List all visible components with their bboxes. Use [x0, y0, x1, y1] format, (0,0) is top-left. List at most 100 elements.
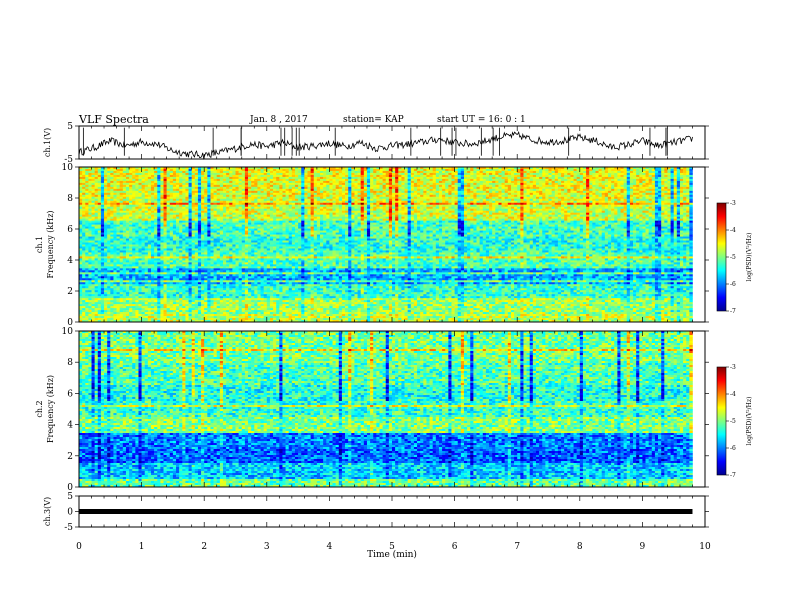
spectrogram-cell — [407, 194, 412, 198]
spectrogram-cell — [382, 178, 387, 182]
spectrogram-cell — [97, 208, 102, 212]
spectrogram-cell — [154, 176, 158, 180]
spectrogram-cell — [320, 194, 324, 198]
spectrogram-cell — [401, 196, 405, 200]
spectrogram-cell — [382, 188, 387, 192]
spectrogram-cell — [683, 200, 687, 204]
spectrogram-cell — [673, 198, 678, 202]
spectrogram-cell — [222, 186, 227, 190]
spectrogram-cell — [423, 194, 427, 198]
spectrogram-cell — [504, 180, 509, 184]
spectrogram-cell — [467, 172, 471, 176]
spectrogram-cell — [601, 202, 606, 206]
spectrogram-cell — [329, 188, 333, 192]
spectrogram-cell — [113, 176, 117, 180]
spectrogram-cell — [204, 186, 208, 190]
spectrogram-cell — [573, 167, 577, 170]
spectrogram-cell — [557, 206, 562, 210]
spectrogram-cell — [326, 186, 330, 190]
spectrogram-cell — [467, 167, 471, 170]
spectrogram-cell — [520, 208, 524, 212]
spectrogram-cell — [592, 176, 596, 180]
spectrogram-cell — [110, 188, 114, 192]
spectrogram-cell — [520, 212, 524, 215]
spectrogram-cell — [448, 180, 452, 184]
spectrogram-cell — [661, 204, 665, 208]
spectrogram-cell — [601, 178, 606, 182]
spectrogram-cell — [316, 196, 321, 200]
spectrogram-cell — [119, 212, 124, 215]
spectrogram-cell — [248, 200, 252, 204]
spectrogram-cell — [257, 194, 261, 198]
spectrogram-cell — [323, 170, 327, 174]
spectrogram-cell — [467, 204, 471, 208]
spectrogram-cell — [222, 182, 227, 186]
spectrogram-cell — [551, 170, 556, 174]
spectrogram-cell — [586, 178, 590, 182]
spectrogram-cell — [398, 176, 402, 180]
spectrogram-cell — [172, 200, 177, 204]
spectrogram-cell — [276, 182, 280, 186]
spectrogram-cell — [592, 204, 596, 208]
spectrogram-cell — [207, 214, 211, 217]
spectrogram-cell — [423, 192, 427, 196]
spectrogram-cell — [226, 210, 230, 214]
spectrogram-cell — [276, 196, 280, 200]
spectrogram-cell — [398, 210, 402, 214]
spectrogram-cell — [213, 167, 218, 170]
spectrogram-cell — [176, 182, 180, 186]
spectrogram-cell — [489, 196, 493, 200]
spectrogram-cell — [460, 174, 465, 178]
spectrogram-cell — [573, 204, 577, 208]
spectrogram-cell — [517, 182, 521, 186]
spectrogram-cell — [623, 200, 628, 204]
spectrogram-cell — [667, 200, 671, 204]
spectrogram-cell — [529, 192, 534, 196]
spectrogram-cell — [104, 186, 108, 190]
spectrogram-cell — [260, 210, 264, 214]
spectrogram-cell — [395, 200, 399, 204]
spectrogram-cell — [633, 208, 637, 212]
spectrogram-cell — [291, 172, 296, 176]
spectrogram-cell — [623, 178, 628, 182]
spectrogram-cell — [323, 168, 327, 172]
spectrogram-cell — [132, 184, 136, 188]
spectrogram-cell — [410, 204, 415, 208]
spectrogram-cell — [645, 194, 649, 198]
spectrogram-cell — [341, 206, 346, 210]
spectrogram-cell — [360, 172, 365, 176]
spectrogram-cell — [676, 190, 681, 194]
spectrogram-cell — [107, 188, 111, 192]
spectrogram-cell — [226, 167, 230, 170]
spectrogram-cell — [204, 172, 208, 176]
spectrogram-cell — [266, 204, 271, 208]
spectrogram-cell — [429, 190, 433, 194]
spectrogram-cell — [520, 176, 524, 180]
spectrogram-cell — [501, 204, 505, 208]
spectrogram-cell — [154, 172, 158, 176]
spectrogram-cell — [614, 178, 618, 182]
spectrogram-cell — [345, 210, 349, 214]
spectrogram-cell — [495, 174, 499, 178]
spectrogram-cell — [204, 168, 208, 172]
spectrogram-cell — [82, 200, 86, 204]
spectrogram-cell — [116, 208, 120, 212]
spectrogram-cell — [147, 172, 152, 176]
spectrogram-cell — [335, 186, 340, 190]
spectrogram-cell — [166, 190, 171, 194]
spectrogram-cell — [320, 180, 324, 184]
spectrogram-cell — [160, 194, 164, 198]
spectrogram-cell — [188, 206, 192, 210]
spectrogram-cell — [279, 174, 283, 178]
spectrogram-cell — [598, 190, 603, 194]
spectrogram-cell — [273, 204, 277, 208]
spectrogram-cell — [307, 174, 311, 178]
spectrogram-cell — [104, 206, 108, 210]
spectrogram-cell — [604, 194, 609, 198]
spectrogram-cell — [288, 212, 293, 215]
spectrogram-cell — [467, 180, 471, 184]
spectrogram-cell — [476, 167, 480, 170]
spectrogram-cell — [160, 208, 164, 212]
spectrogram-cell — [454, 174, 459, 178]
